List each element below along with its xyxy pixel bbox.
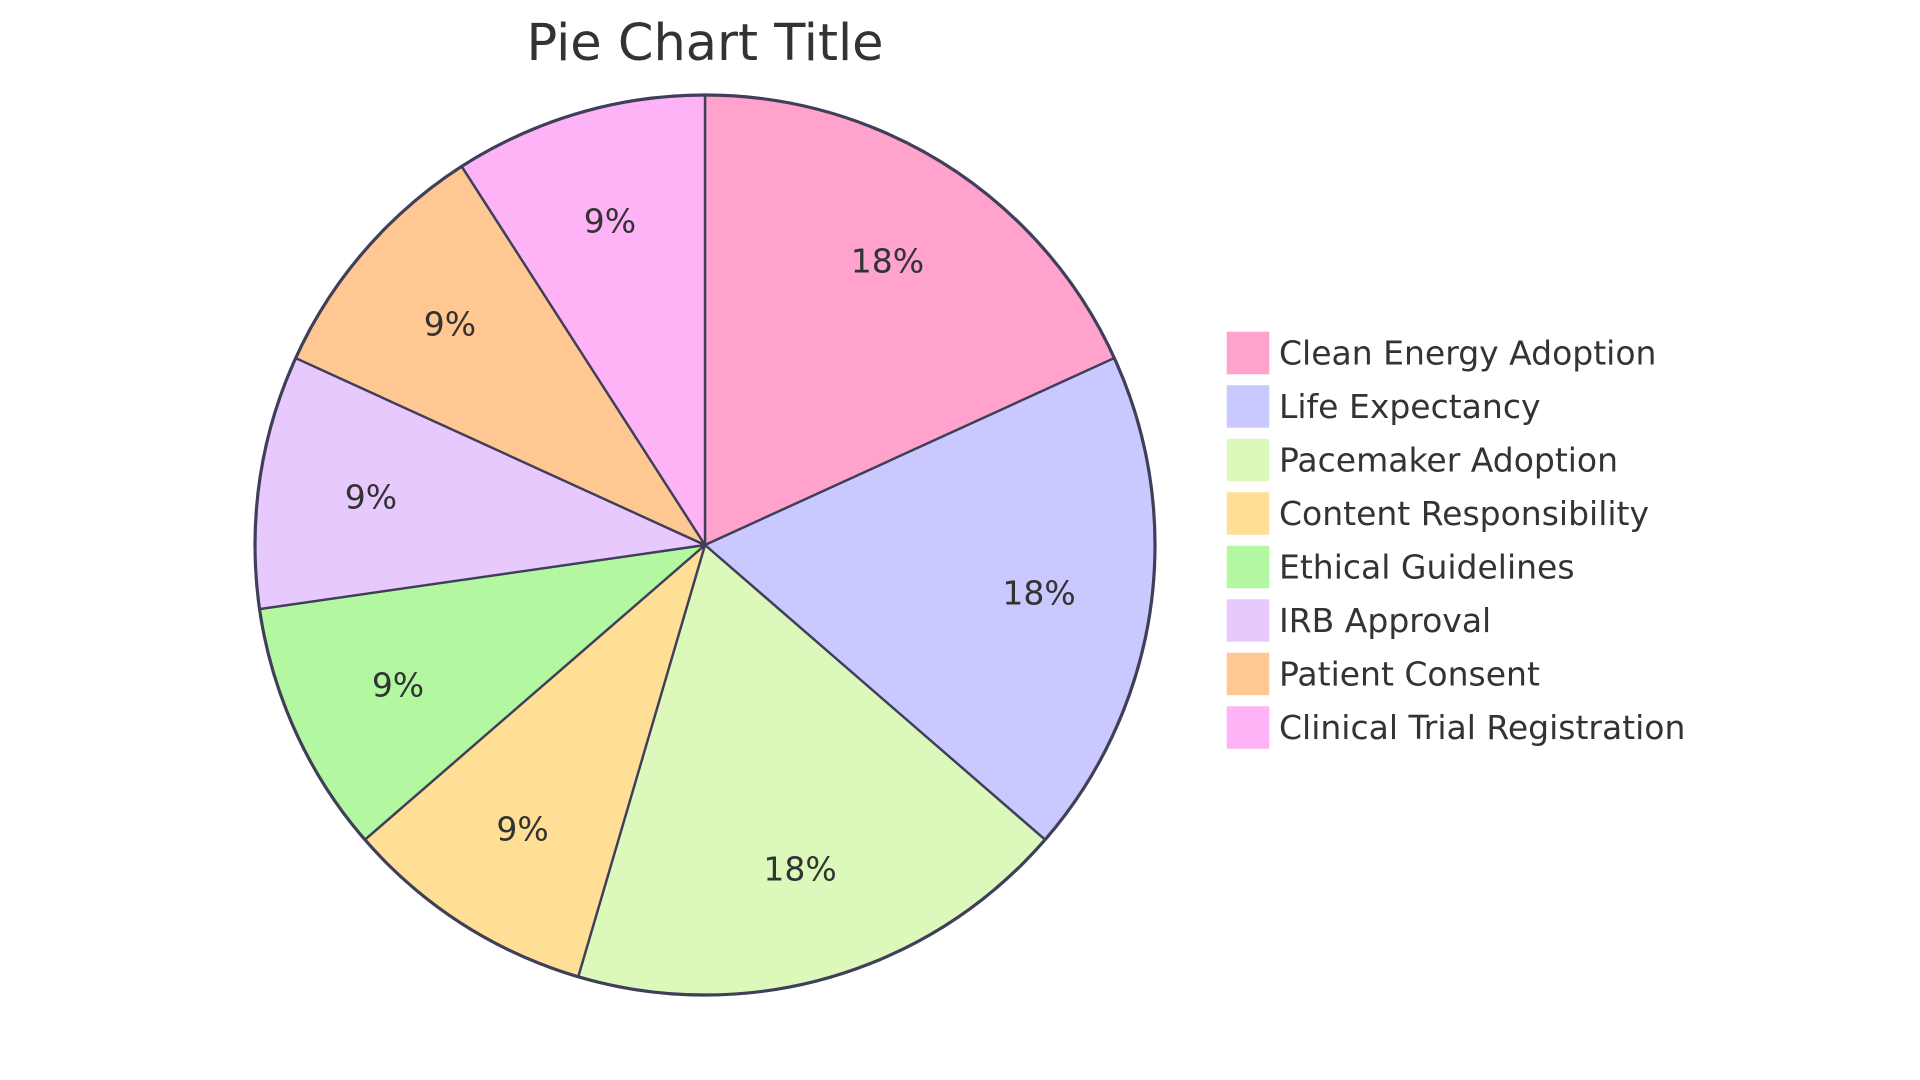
legend-label-pacemaker-adoption: Pacemaker Adoption (1279, 441, 1618, 480)
legend-label-irb-approval: IRB Approval (1279, 601, 1491, 640)
legend-label-ethical-guidelines: Ethical Guidelines (1279, 548, 1575, 587)
pie-slices (253, 93, 1157, 997)
legend: Clean Energy Adoption Life Expectancy Pace… (1225, 330, 1685, 751)
pie-percent-label-patient-consent: 9% (424, 304, 476, 343)
legend-swatch-irb-approval (1225, 597, 1271, 644)
pie-percent-label-ethical-guidelines: 9% (372, 666, 424, 705)
legend-swatch-clean-energy-adoption (1225, 330, 1271, 376)
pie-outline (253, 93, 1157, 997)
legend-label-content-responsibility: Content Responsibility (1279, 494, 1649, 533)
pie-percent-label-content-responsibility: 9% (496, 809, 548, 848)
chart-title: Pie Chart Title (526, 14, 883, 73)
pie-percent-label-irb-approval: 9% (345, 477, 397, 516)
legend-label-clean-energy-adoption: Clean Energy Adoption (1279, 334, 1656, 373)
legend-swatch-pacemaker-adoption (1225, 437, 1271, 483)
legend-swatch-patient-consent (1225, 651, 1271, 697)
legend-label-life-expectancy: Life Expectancy (1279, 387, 1541, 426)
pie-percent-label-clean-energy-adoption: 18% (851, 242, 924, 281)
legend-swatch-content-responsibility (1225, 490, 1271, 537)
legend-swatch-life-expectancy (1225, 383, 1271, 430)
legend-swatch-clinical-trial-registration (1225, 704, 1271, 751)
pie-percent-label-pacemaker-adoption: 18% (763, 849, 836, 888)
legend-label-clinical-trial-registration: Clinical Trial Registration (1279, 708, 1685, 747)
pie-percent-label-life-expectancy: 18% (1002, 574, 1075, 613)
pie-percent-labels: 18% 18% 18% 9% 9% 9% 9% 9% (345, 202, 1076, 889)
legend-label-patient-consent: Patient Consent (1279, 655, 1540, 694)
legend-swatch-ethical-guidelines (1225, 544, 1271, 590)
pie-percent-label-clinical-trial-registration: 9% (584, 202, 636, 241)
